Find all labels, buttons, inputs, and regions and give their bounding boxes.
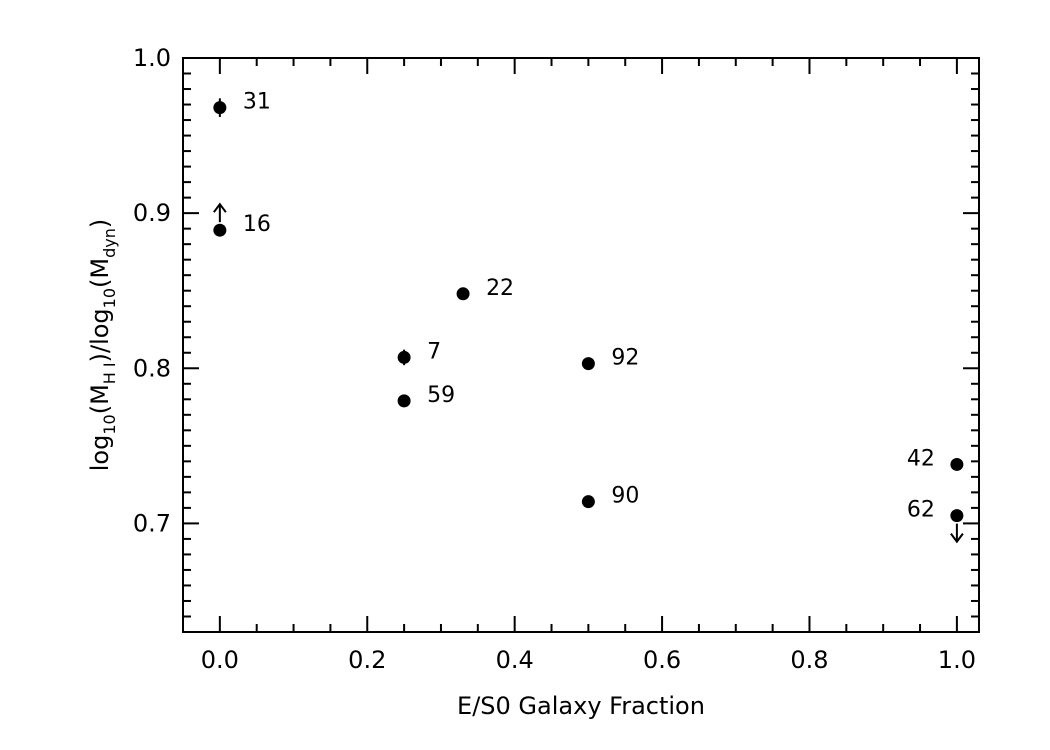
data-point — [213, 223, 227, 237]
axis-tick-labels: 0.0 0.2 0.4 0.6 0.8 1.0 0.7 0.8 0.9 1.0 — [133, 44, 976, 674]
y-title-subscript: H I — [100, 362, 119, 384]
y-tick-label: 0.7 — [133, 509, 171, 537]
y-axis-title: log10(MH I)/log10(Mdyn) — [86, 219, 119, 472]
upper-limit-arrowhead — [950, 533, 964, 544]
x-tick-label: 0.6 — [643, 646, 681, 674]
x-axis-title: E/S0 Galaxy Fraction — [457, 692, 705, 720]
y-title-part: )/log — [86, 308, 114, 362]
lower-limit-arrowhead — [213, 202, 227, 213]
y-title-subscript: dyn — [100, 228, 119, 258]
y-title-subscript: 10 — [100, 414, 119, 434]
y-title-subscript: 10 — [100, 288, 119, 308]
y-title-part: log — [86, 435, 114, 472]
axis-ticks — [182, 57, 979, 633]
point-label: 7 — [427, 339, 441, 364]
y-title-part: ) — [86, 219, 114, 228]
point-label: 42 — [907, 446, 935, 471]
data-point — [581, 357, 595, 371]
data-point — [950, 509, 964, 523]
y-title-part: (M — [86, 384, 114, 414]
point-label: 62 — [907, 498, 935, 523]
x-tick-label: 1.0 — [938, 646, 976, 674]
x-tick-label: 0.2 — [348, 646, 386, 674]
x-tick-label: 0.0 — [201, 646, 239, 674]
point-label: 59 — [427, 383, 455, 408]
y-tick-label: 0.8 — [133, 354, 171, 382]
data-point — [397, 350, 411, 364]
data-points: 31 16 22 7 59 92 90 42 62 — [213, 90, 964, 544]
point-label: 31 — [243, 90, 271, 115]
y-tick-label: 0.9 — [133, 199, 171, 227]
point-label: 92 — [611, 346, 639, 371]
y-tick-label: 1.0 — [133, 44, 171, 72]
x-tick-label: 0.8 — [790, 646, 828, 674]
data-point — [581, 495, 595, 509]
data-point — [950, 457, 964, 471]
plot-frame — [182, 57, 980, 633]
y-title-part: (M — [86, 258, 114, 288]
data-point — [213, 101, 227, 115]
point-label: 22 — [486, 276, 514, 301]
point-label: 90 — [611, 484, 639, 509]
point-label: 16 — [243, 212, 271, 237]
x-tick-label: 0.4 — [496, 646, 534, 674]
data-point — [397, 394, 411, 408]
data-point — [456, 287, 470, 301]
